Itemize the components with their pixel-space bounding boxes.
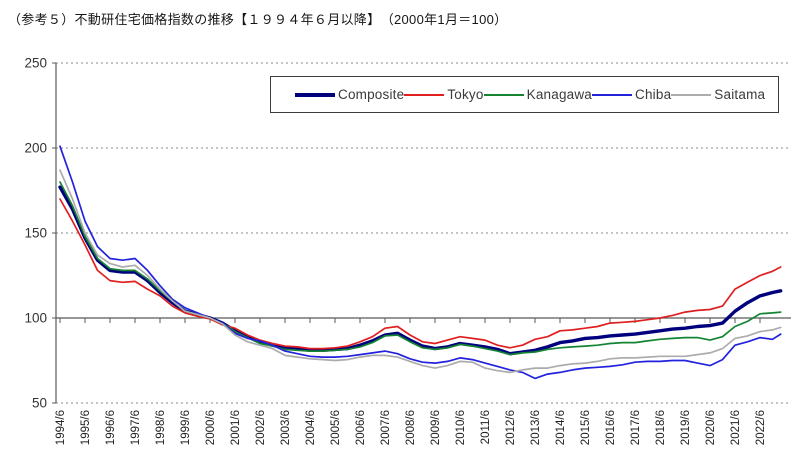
x-tick-label: 2006/6 <box>355 410 367 445</box>
series-lines <box>58 145 783 380</box>
x-tick-label: 2008/6 <box>405 410 417 445</box>
legend-line-sample-composite <box>295 92 335 97</box>
legend-line-sample-tokyo <box>404 93 445 96</box>
series-line-composite <box>58 185 783 356</box>
x-tick-label: 2001/6 <box>230 410 242 445</box>
series-line-tokyo <box>59 198 782 350</box>
x-tick-label: 2013/6 <box>530 410 542 445</box>
legend-item-kanagawa: Kanagawa <box>483 87 593 102</box>
y-axis: 50 100 150 200 250 <box>24 56 57 411</box>
y-tick-label: 50 <box>32 396 47 411</box>
x-tick-label: 2005/6 <box>330 410 342 445</box>
legend-label-composite: Composite <box>338 87 405 102</box>
chart-title: （参考５）不動研住宅価格指数の推移【１９９４年６月以降】 （2000年1月＝10… <box>8 12 508 27</box>
legend-item-saitama: Saitama <box>671 87 765 102</box>
y-tick-label: 150 <box>24 226 47 241</box>
legend-line-sample-chiba <box>592 93 633 96</box>
x-tick-label: 2018/6 <box>655 410 667 445</box>
x-tick-label: 2021/6 <box>730 410 742 445</box>
x-tick-label: 2003/6 <box>280 410 292 445</box>
y-tick-label: 100 <box>24 311 47 326</box>
x-tick-label: 2020/6 <box>705 410 717 445</box>
x-axis-labels: 1994/6 1995/6 1996/6 1997/6 1998/6 1999/6 2000… <box>55 410 767 445</box>
chart-legend: Composite Tokyo Kanagawa Chiba Saitama <box>270 76 779 113</box>
y-tick-label: 200 <box>24 141 47 156</box>
x-tick-label: 1994/6 <box>55 410 67 445</box>
x-tick-label: 2010/6 <box>455 410 467 445</box>
legend-item-composite: Composite <box>295 87 404 102</box>
x-tick-label: 2004/6 <box>305 410 317 445</box>
x-tick-label: 2016/6 <box>605 410 617 445</box>
legend-item-tokyo: Tokyo <box>404 87 483 102</box>
legend-line-sample-saitama <box>671 93 712 96</box>
legend-label-kanagawa: Kanagawa <box>526 87 593 102</box>
x-tick-label: 1996/6 <box>105 410 117 445</box>
x-tick-label: 2002/6 <box>255 410 267 445</box>
series-line-chiba <box>59 145 782 380</box>
x-tick-label: 2019/6 <box>680 410 692 445</box>
x-tick-label: 2022/6 <box>755 410 767 445</box>
x-tick-label: 1997/6 <box>130 410 142 445</box>
legend-item-chiba: Chiba <box>592 87 671 102</box>
x-tick-label: 2012/6 <box>505 410 517 445</box>
x-tick-label: 1995/6 <box>80 410 92 445</box>
legend-label-chiba: Chiba <box>635 87 672 102</box>
x-tick-label: 2014/6 <box>555 410 567 445</box>
x-tick-label: 1999/6 <box>180 410 192 445</box>
x-tick-label: 2015/6 <box>580 410 592 445</box>
x-tick-label: 2011/6 <box>480 410 492 444</box>
x-tick-label: 2000/6 <box>205 410 217 445</box>
x-tick-label: 1998/6 <box>155 410 167 445</box>
x-tick-label: 2007/6 <box>380 410 392 445</box>
legend-line-sample-kanagawa <box>483 93 524 96</box>
legend-label-tokyo: Tokyo <box>447 87 484 102</box>
x-tick-label: 2017/6 <box>630 410 642 445</box>
x-tick-label: 2009/6 <box>430 410 442 445</box>
gridlines <box>56 62 791 404</box>
y-tick-label: 250 <box>24 56 47 71</box>
series-line-saitama <box>59 169 782 374</box>
legend-label-saitama: Saitama <box>714 87 766 102</box>
